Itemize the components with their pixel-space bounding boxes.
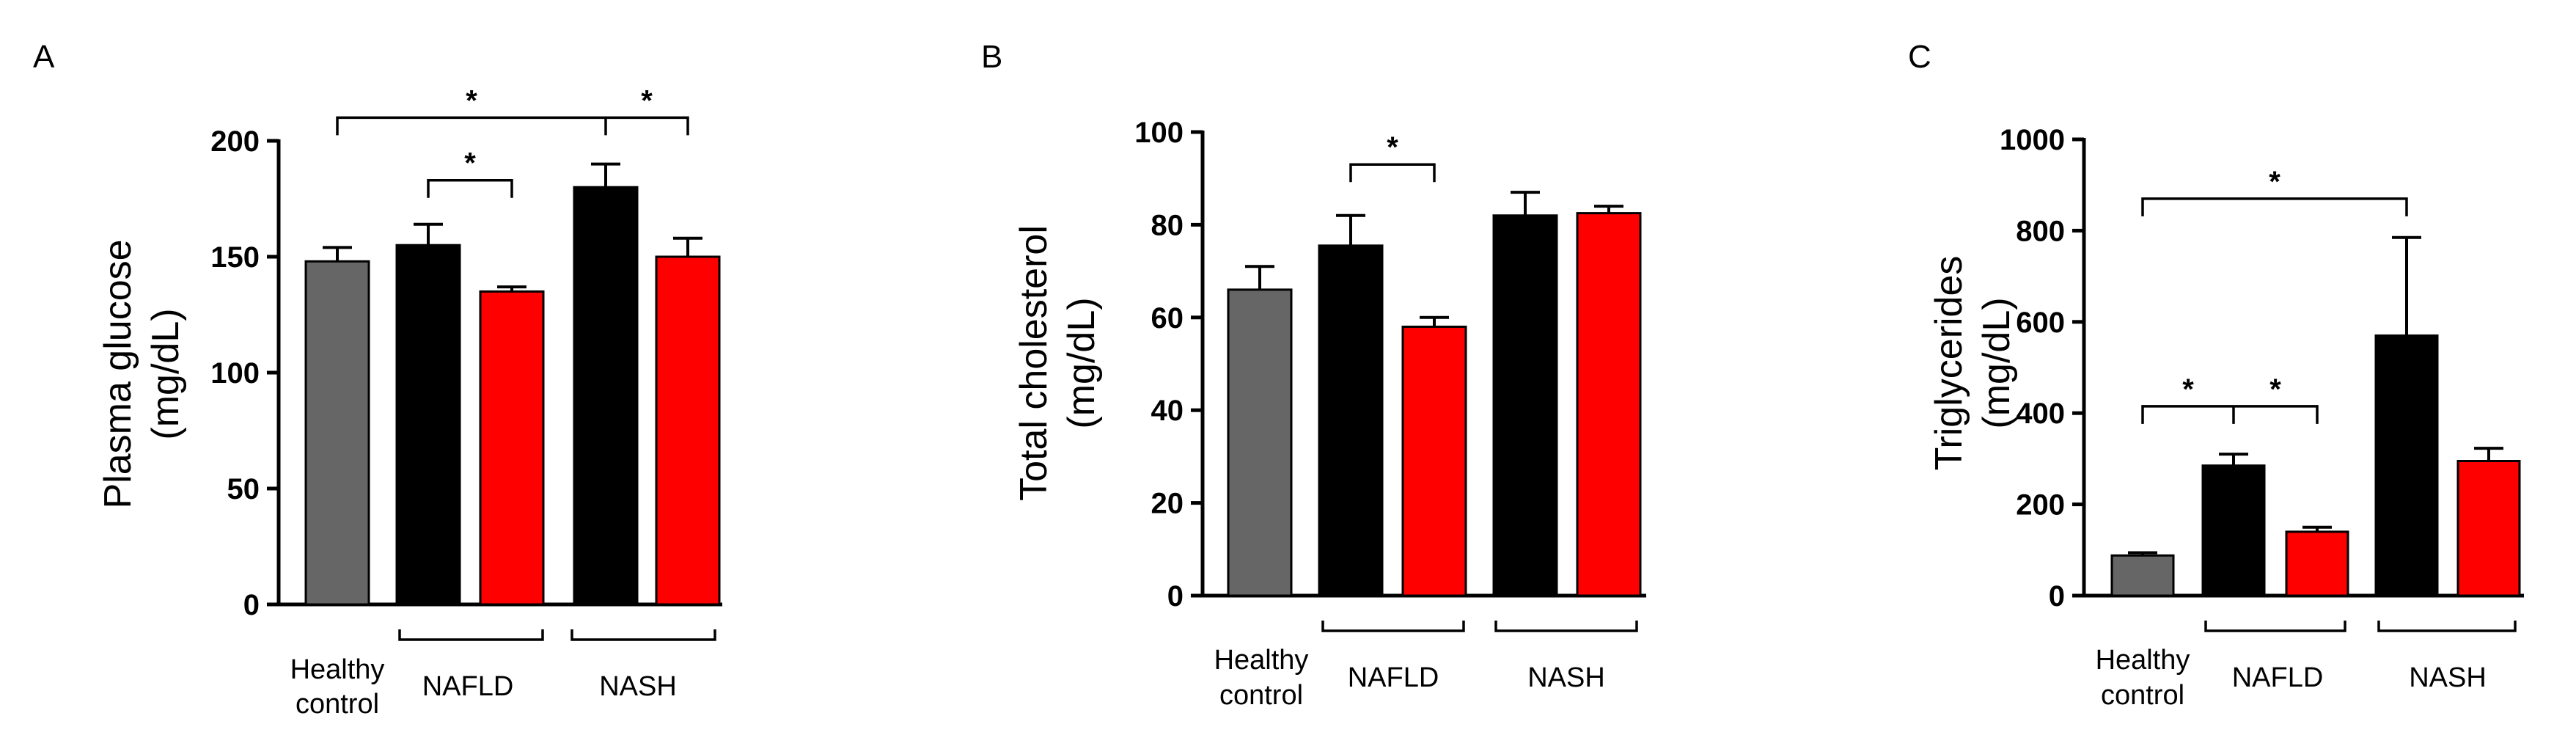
panel-b-group-label-nash: NASH xyxy=(1527,662,1605,693)
panel-b-group-label-nafld: NAFLD xyxy=(1348,662,1439,693)
panel-a-error-bar-2 xyxy=(414,222,443,246)
panel-c-letter: C xyxy=(1908,39,1931,75)
panel-c-y-tick-label: 200 xyxy=(2016,489,2065,522)
panel-c-error-bar-5 xyxy=(2474,447,2503,461)
panel-a-y-tick-label: 100 xyxy=(210,357,260,390)
panel-b-y-tick-label: 60 xyxy=(1151,302,1184,334)
panel-a-group-bracket-1 xyxy=(398,629,544,641)
panel-a-y-tick-label: 50 xyxy=(227,473,260,505)
panel-c-plot: 0 200 400 600 800 1000 * * * xyxy=(2000,124,2524,632)
panel-c-error-bar-3 xyxy=(2302,525,2332,532)
panel-b-ylabel-line1: Total cholesterol xyxy=(1013,225,1055,501)
panel-c-error-bar-4 xyxy=(2392,235,2421,336)
panel-a-group-label-nafld: NAFLD xyxy=(422,671,514,702)
panel-a-bar-3 xyxy=(479,290,545,606)
panel-b-healthy-label-line1: Healthy xyxy=(1214,645,1309,676)
panel-c-healthy-label-line2: control xyxy=(2101,680,2184,711)
panel-a-letter: A xyxy=(33,39,55,75)
panel-b-y-tick-label: 100 xyxy=(1134,117,1184,149)
panel-a-y-tick-label: 200 xyxy=(210,125,260,158)
panel-c-group-label-nafld: NAFLD xyxy=(2232,662,2324,693)
panel-b-letter: B xyxy=(981,39,1002,75)
panel-b-y-tick-label: 80 xyxy=(1151,209,1184,241)
panel-a-significance-star: * xyxy=(641,84,653,117)
panel-a-y-tick-label: 0 xyxy=(243,589,260,621)
panel-a-group-label-nash: NASH xyxy=(599,671,677,702)
panel-c-y-tick-label: 400 xyxy=(2016,398,2065,430)
panel-a-significance-bracket-2 xyxy=(336,116,689,136)
panel-a-significance-bracket-1 xyxy=(427,178,513,198)
panel-a-healthy-label-line1: Healthy xyxy=(290,654,385,685)
panel-a-error-bar-3 xyxy=(497,285,526,292)
panel-c-significance-bracket-1 xyxy=(2141,197,2408,216)
panel-b-y-tick-label: 40 xyxy=(1151,395,1184,427)
panel-a-bar-1 xyxy=(304,260,370,606)
panel-a-bar-4 xyxy=(573,186,639,606)
panel-a-ylabel-line1: Plasma glucose xyxy=(97,239,139,508)
panel-b-bar-4 xyxy=(1492,214,1558,597)
panel-b-significance-bracket-1 xyxy=(1349,163,1436,183)
panel-b-bar-5 xyxy=(1576,212,1642,597)
panel-c-ylabel-line1: Triglycerides xyxy=(1928,256,1970,471)
panel-a-bar-5 xyxy=(655,255,721,606)
panel-a-error-bar-5 xyxy=(673,236,702,257)
panel-a-bar-2 xyxy=(395,244,461,606)
panel-c-bar-1 xyxy=(2110,554,2175,597)
panel-b-bar-1 xyxy=(1227,288,1293,597)
panel-c-y-tick-label: 600 xyxy=(2016,307,2065,339)
panel-b-group-bracket-1 xyxy=(1321,621,1465,632)
panel-a-group-bracket-2 xyxy=(570,629,716,641)
panel-c-group-label-nash: NASH xyxy=(2409,662,2487,693)
panel-c-group-bracket-2 xyxy=(2377,621,2517,632)
panel-b-error-bar-4 xyxy=(1511,191,1540,216)
panel-c-y-tick-label: 1000 xyxy=(2000,124,2065,156)
panel-b-bar-3 xyxy=(1401,325,1467,597)
panel-a-chart: Plasma glucose (mg/dL) 0 50 100 150 200 * * * H… xyxy=(97,84,722,720)
panel-c-error-bar-1 xyxy=(2128,551,2157,556)
panel-b-error-bar-3 xyxy=(1420,315,1449,327)
panel-b-error-bar-1 xyxy=(1245,265,1274,290)
panel-c-significance-star: * xyxy=(2269,373,2281,406)
panel-c-bar-4 xyxy=(2374,334,2439,597)
panel-c-bar-3 xyxy=(2285,530,2349,597)
panel-b-y-tick-label: 0 xyxy=(1167,580,1184,612)
panel-b-ylabel-line2: (mg/dL) xyxy=(1060,297,1103,428)
panel-c-ylabel-line2: (mg/dL) xyxy=(1975,297,2018,428)
panel-a-y-tick-label: 150 xyxy=(210,241,260,274)
panel-c-significance-bracket-2 xyxy=(2141,405,2319,424)
panel-b-error-bar-5 xyxy=(1594,205,1623,213)
panel-b-healthy-label-line2: control xyxy=(1219,680,1303,711)
panel-c-healthy-label-line1: Healthy xyxy=(2096,645,2190,676)
panel-a-error-bar-1 xyxy=(323,246,352,262)
panel-c-bar-2 xyxy=(2201,464,2266,597)
panel-c-bar-5 xyxy=(2456,460,2521,597)
panel-c-y-tick-label: 800 xyxy=(2016,215,2065,247)
panel-a-significance-star: * xyxy=(464,147,476,180)
panel-a-healthy-label-line2: control xyxy=(296,689,379,720)
panel-c-group-bracket-1 xyxy=(2204,621,2346,632)
panel-a-error-bar-4 xyxy=(591,162,620,188)
panel-c-significance-star: * xyxy=(2182,373,2194,406)
panel-a-significance-star: * xyxy=(466,84,477,117)
panel-b-significance-star: * xyxy=(1387,131,1398,164)
panel-b-plot: 0 20 40 60 80 100 * xyxy=(1134,117,1646,632)
panel-b-bar-2 xyxy=(1318,244,1384,597)
panel-c-error-bar-2 xyxy=(2219,453,2248,466)
panel-c-significance-star: * xyxy=(2269,166,2280,198)
panel-a-plot: 0 50 100 150 200 * * * xyxy=(210,84,722,641)
panel-c-chart: Triglycerides (mg/dL) 0 200 400 600 800 1000 *… xyxy=(1928,124,2524,711)
panel-b-error-bar-2 xyxy=(1336,213,1365,246)
panel-a-ylabel-line2: (mg/dL) xyxy=(144,308,187,439)
panel-b-y-tick-label: 20 xyxy=(1151,488,1184,520)
panel-c-y-tick-label: 0 xyxy=(2049,580,2065,612)
panel-b-group-bracket-2 xyxy=(1494,621,1638,632)
